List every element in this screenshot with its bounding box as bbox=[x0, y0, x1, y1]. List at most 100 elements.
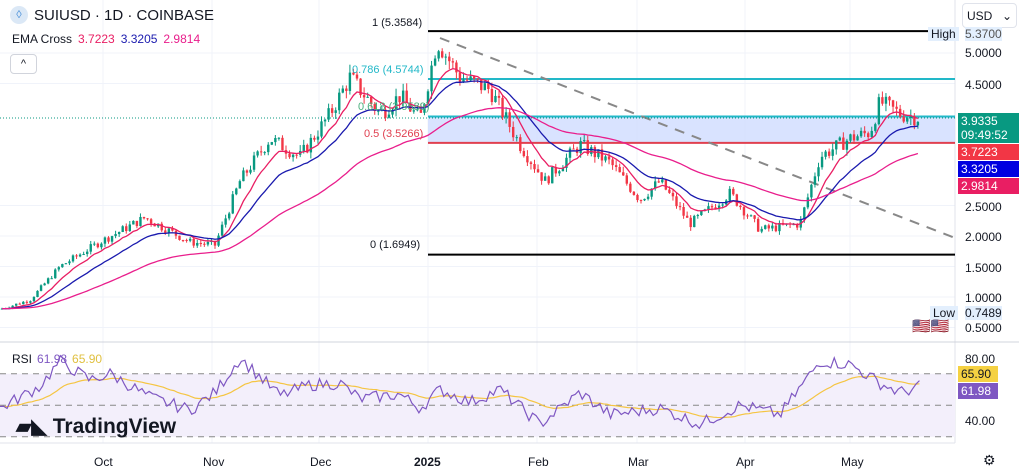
ema-mid-value: 3.3205 bbox=[120, 32, 158, 46]
trendline bbox=[439, 37, 956, 239]
candle-body bbox=[86, 251, 89, 255]
candle-body bbox=[366, 96, 369, 98]
collapse-legend-button[interactable]: ^ bbox=[10, 54, 37, 74]
candle-body bbox=[714, 207, 717, 209]
candle-body bbox=[249, 169, 252, 173]
candle-body bbox=[107, 237, 110, 242]
candle-body bbox=[43, 283, 46, 286]
candle-body bbox=[664, 179, 668, 190]
candle-body bbox=[700, 210, 703, 216]
candle-body bbox=[668, 189, 671, 193]
candle-body bbox=[515, 137, 518, 139]
tradingview-logo[interactable]: ▰◣ TradingView bbox=[16, 414, 176, 439]
candle-body bbox=[426, 91, 430, 104]
candle-body bbox=[895, 106, 898, 109]
candle-body bbox=[646, 196, 650, 199]
candle-body bbox=[852, 134, 856, 141]
candle-body bbox=[558, 171, 561, 174]
candle-body bbox=[469, 76, 472, 81]
candle-body bbox=[458, 72, 462, 83]
candle-body bbox=[341, 88, 344, 93]
candle-body bbox=[291, 154, 295, 158]
candle-body bbox=[721, 204, 724, 206]
candle-body bbox=[61, 264, 64, 268]
candle-body bbox=[164, 230, 167, 234]
candle-body bbox=[526, 156, 529, 163]
us-flag-events-icon[interactable]: 🇺🇸🇺🇸 bbox=[912, 318, 950, 335]
candle-body bbox=[717, 205, 721, 209]
candle-body bbox=[845, 140, 849, 150]
rsi-tick: 40.00 bbox=[965, 414, 996, 428]
time-tick: Mar bbox=[628, 455, 649, 469]
time-tick: Nov bbox=[203, 455, 225, 469]
candle-body bbox=[206, 241, 210, 245]
candle-body bbox=[572, 148, 575, 150]
candle-body bbox=[352, 72, 355, 75]
candle-body bbox=[625, 175, 628, 184]
rsi-value-tag: 61.98 bbox=[958, 383, 998, 399]
candle-body bbox=[320, 121, 323, 137]
candle-body bbox=[259, 151, 263, 153]
candle-body bbox=[614, 165, 618, 168]
candle-body bbox=[707, 206, 710, 210]
fib-level-05: 0.5 (3.5266) bbox=[364, 128, 424, 140]
candle-body bbox=[533, 164, 536, 170]
candle-body bbox=[274, 138, 277, 143]
candle-body bbox=[419, 109, 423, 113]
candle-body bbox=[213, 240, 217, 246]
candle-body bbox=[654, 181, 657, 189]
candle-body bbox=[149, 219, 153, 224]
symbol-header[interactable]: ◊ SUIUSD · 1D · COINBASE bbox=[10, 6, 214, 24]
candle-body bbox=[604, 156, 607, 161]
candle-body bbox=[89, 244, 92, 252]
candle-body bbox=[334, 110, 337, 113]
candle-body bbox=[536, 169, 540, 173]
fib-level-0618: 0.618 (3.9589) bbox=[358, 101, 430, 113]
price-tick: 1.0000 bbox=[965, 291, 1002, 305]
candle-body bbox=[643, 198, 646, 201]
candle-body bbox=[529, 162, 533, 165]
candle-body bbox=[906, 118, 909, 122]
settings-gear-icon[interactable]: ⚙ bbox=[983, 452, 996, 468]
ema-fast-line bbox=[1, 67, 919, 310]
candle-body bbox=[327, 108, 330, 120]
price-tick: 5.0000 bbox=[965, 46, 1002, 60]
chevron-down-icon: ⌄ bbox=[1001, 9, 1012, 23]
candle-body bbox=[256, 151, 259, 156]
candle-body bbox=[820, 156, 824, 168]
candle-body bbox=[632, 191, 636, 195]
rsi-legend[interactable]: RSI 61.98 65.90 bbox=[12, 352, 102, 366]
price-tick: 2.0000 bbox=[965, 230, 1002, 244]
candle-body bbox=[245, 170, 249, 173]
candle-body bbox=[590, 147, 593, 154]
candle-body bbox=[330, 108, 334, 113]
candle-body bbox=[288, 153, 291, 158]
candle-body bbox=[224, 218, 227, 225]
high-label: High bbox=[928, 27, 959, 41]
candle-body bbox=[401, 90, 405, 103]
candle-body bbox=[881, 97, 884, 104]
candle-body bbox=[75, 255, 78, 257]
rsi-line bbox=[0, 354, 920, 430]
candle-body bbox=[231, 194, 234, 214]
candle-body bbox=[146, 218, 149, 220]
candle-body bbox=[430, 65, 433, 92]
candle-body bbox=[579, 141, 582, 153]
bar-countdown: 09:49:52 bbox=[961, 128, 1008, 142]
candle-body bbox=[746, 215, 749, 217]
candle-body bbox=[728, 188, 731, 201]
candle-body bbox=[803, 207, 806, 220]
ema-legend[interactable]: EMA Cross 3.7223 3.3205 2.9814 bbox=[12, 32, 200, 46]
tv-logo-icon: ▰◣ bbox=[16, 416, 47, 438]
low-value: 0.7489 bbox=[965, 306, 1002, 320]
candle-body bbox=[753, 215, 756, 219]
candle-body bbox=[455, 62, 458, 73]
candle-body bbox=[472, 76, 476, 79]
currency-select[interactable]: USD ⌄ bbox=[962, 3, 1017, 28]
candle-body bbox=[18, 303, 21, 305]
ema-fast-tag: 3.7223 bbox=[958, 144, 1019, 160]
candle-body bbox=[607, 156, 611, 160]
candle-body bbox=[735, 194, 739, 206]
candle-body bbox=[512, 126, 515, 138]
